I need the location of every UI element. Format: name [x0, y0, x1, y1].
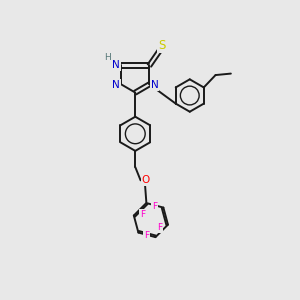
Text: N: N	[112, 60, 120, 70]
Text: F: F	[152, 202, 157, 211]
Text: S: S	[158, 39, 166, 52]
Text: F: F	[140, 209, 145, 218]
Text: N: N	[151, 80, 159, 90]
Text: N: N	[112, 80, 120, 90]
Text: H: H	[104, 53, 111, 62]
Text: F: F	[157, 223, 162, 232]
Text: F: F	[144, 231, 149, 240]
Text: O: O	[142, 175, 150, 185]
